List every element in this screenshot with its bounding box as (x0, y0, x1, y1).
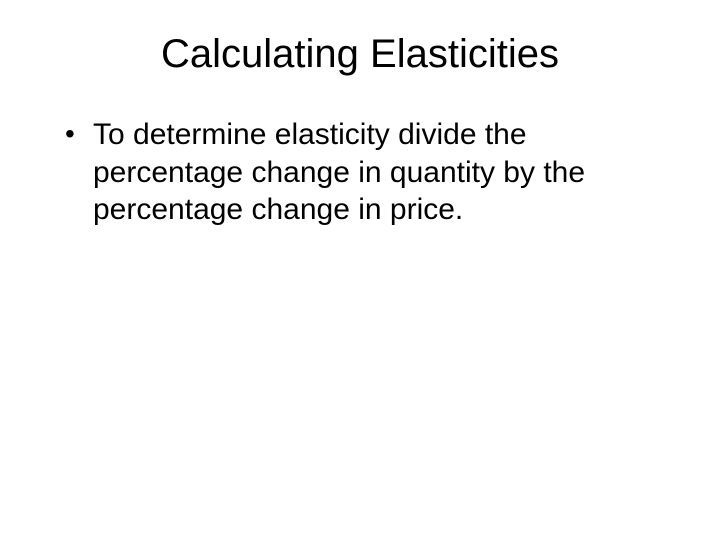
slide: Calculating Elasticities To determine el… (0, 0, 720, 540)
slide-title: Calculating Elasticities (50, 30, 670, 78)
bullet-list: To determine elasticity divide the perce… (65, 116, 670, 229)
bullet-text: To determine elasticity divide the perce… (93, 118, 585, 226)
list-item: To determine elasticity divide the perce… (65, 116, 670, 229)
